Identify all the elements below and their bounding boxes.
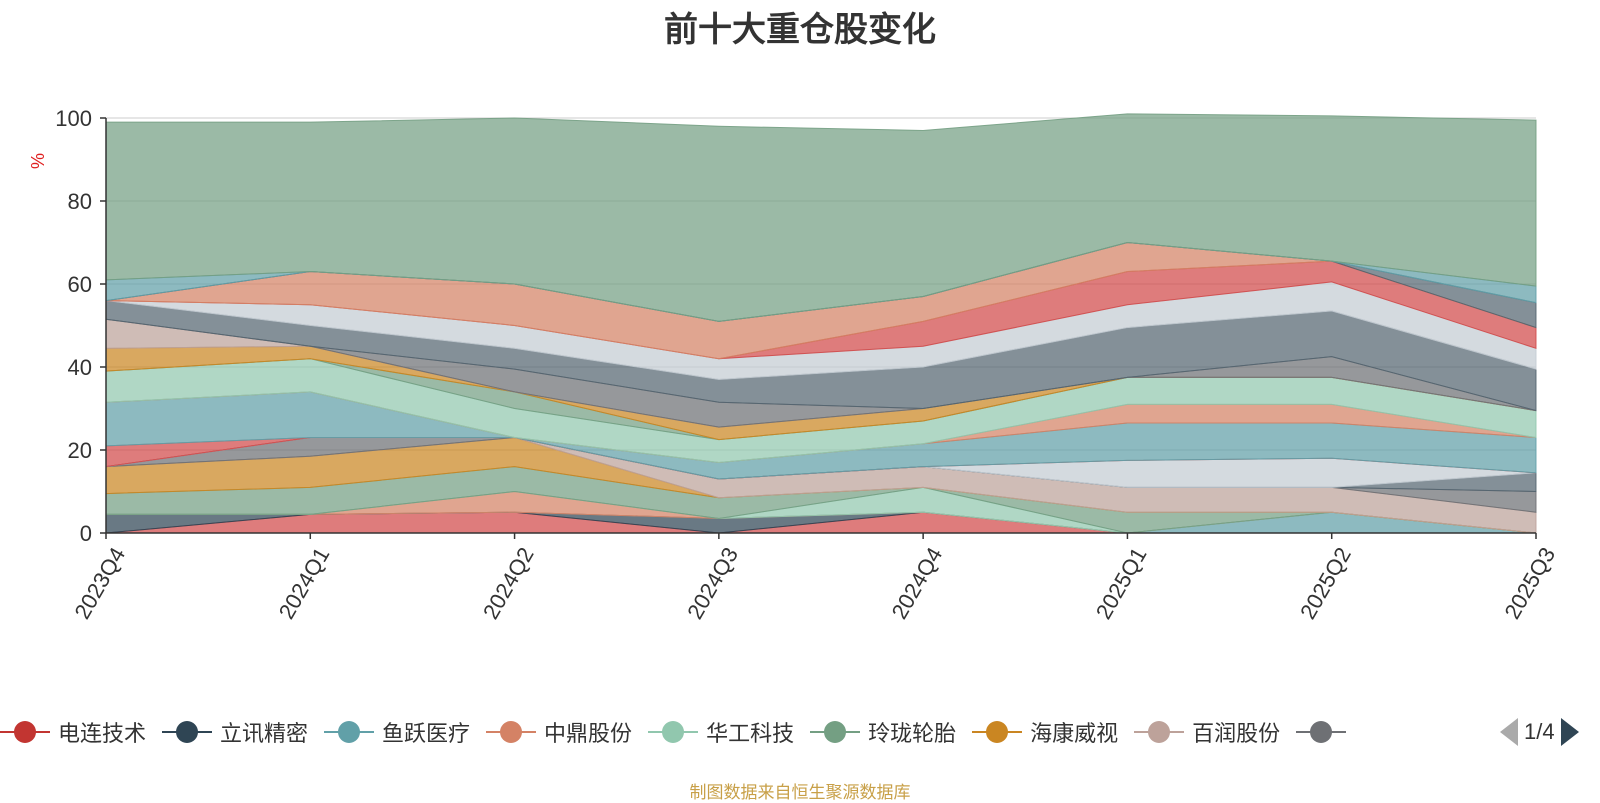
chart-title: 前十大重仓股变化: [664, 11, 936, 49]
legend-items: 电连技术 立讯精密 鱼跃医疗 中鼎股份 华工科技 玲珑轮胎 海康威视 百润股份: [0, 712, 1490, 752]
legend: 电连技术 立讯精密 鱼跃医疗 中鼎股份 华工科技 玲珑轮胎 海康威视 百润股份 1/4: [0, 712, 1600, 752]
y-tick-label: 60: [68, 272, 92, 297]
legend-item[interactable]: 中鼎股份: [486, 712, 632, 752]
legend-item[interactable]: 立讯精密: [162, 712, 308, 752]
legend-marker-icon: [1134, 720, 1185, 744]
x-tick-label: 2024Q1: [274, 543, 335, 623]
legend-label: 立讯精密: [220, 721, 309, 746]
x-tick-label: 2025Q2: [1295, 543, 1356, 623]
y-tick-labels: 0 20 40 60 80 100: [55, 106, 106, 546]
legend-marker-icon: [0, 720, 50, 744]
legend-label: 百润股份: [1192, 721, 1281, 746]
y-tick-label: 0: [80, 521, 92, 546]
legend-label: 鱼跃医疗: [382, 721, 471, 746]
legend-label: 中鼎股份: [544, 721, 633, 746]
y-tick-label: 40: [68, 355, 92, 380]
legend-marker-icon: [972, 720, 1023, 744]
legend-marker-icon: [810, 720, 861, 744]
axes: %: [28, 118, 1536, 534]
area-series-25: [105, 113, 1537, 322]
legend-marker-icon: [162, 720, 213, 744]
legend-page-indicator: 1/4: [1524, 719, 1555, 744]
y-axis-label: %: [28, 153, 48, 169]
legend-marker-icon: [486, 720, 537, 744]
legend-label: 电连技术: [58, 721, 147, 746]
legend-item[interactable]: 鱼跃医疗: [324, 712, 470, 752]
x-tick-label: 2025Q3: [1499, 543, 1560, 623]
y-tick-label: 100: [55, 106, 92, 131]
x-tick-label: 2024Q2: [478, 543, 539, 623]
y-tick-label: 20: [68, 438, 92, 463]
legend-item[interactable]: 电连技术: [0, 712, 146, 752]
legend-marker-icon: [1296, 720, 1347, 744]
legend-item[interactable]: 华工科技: [648, 712, 794, 752]
legend-item[interactable]: 玲珑轮胎: [810, 712, 956, 752]
x-tick-label: 2023Q4: [69, 543, 130, 623]
legend-next-page-icon[interactable]: [1560, 718, 1579, 746]
legend-item[interactable]: 百润股份: [1134, 712, 1280, 752]
x-tick-label: 2024Q4: [887, 543, 948, 623]
legend-item[interactable]: [1296, 712, 1354, 752]
x-tick-label: 2024Q3: [682, 543, 743, 623]
legend-marker-icon: [648, 720, 699, 744]
legend-marker-icon: [324, 720, 375, 744]
y-tick-label: 80: [68, 189, 92, 214]
legend-label: 玲珑轮胎: [868, 721, 957, 746]
legend-pager: 1/4: [1500, 712, 1600, 752]
x-tick-label: 2025Q1: [1091, 543, 1152, 623]
legend-label: 海康威视: [1030, 721, 1119, 746]
x-tick-labels: 2023Q4 2024Q1 2024Q2 2024Q3 2024Q4 2025Q1 2025…: [69, 533, 1560, 623]
source-note: 制图数据来自恒生聚源数据库: [689, 783, 911, 802]
area-series-group: [105, 113, 1537, 534]
legend-prev-page-icon[interactable]: [1500, 718, 1518, 746]
legend-label: 华工科技: [706, 721, 795, 746]
legend-item[interactable]: 海康威视: [972, 712, 1118, 752]
